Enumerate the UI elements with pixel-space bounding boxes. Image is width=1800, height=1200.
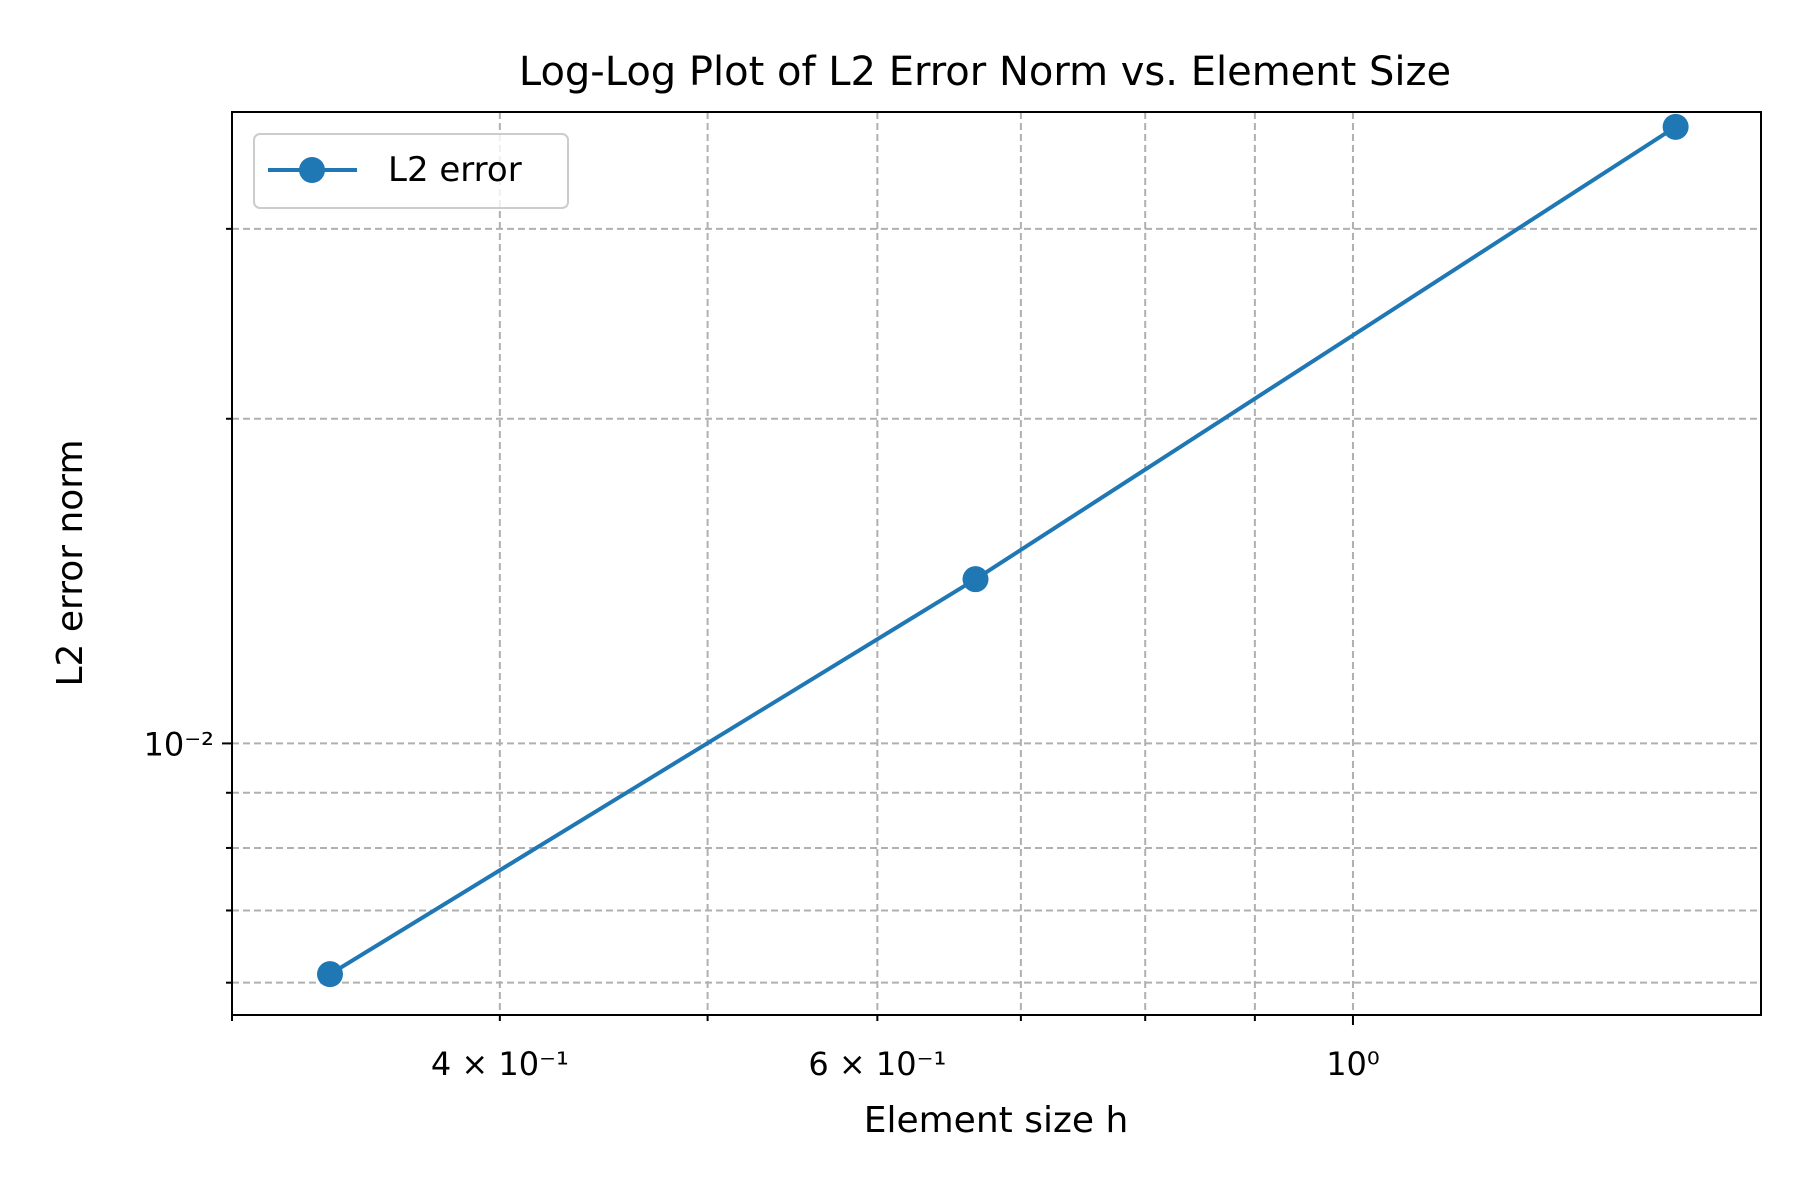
x-tick-label: 6 × 10⁻¹ [808,1045,946,1083]
data-point [962,566,989,593]
data-series [317,113,1689,988]
grid-lines [231,112,1761,1015]
y-tick-label: 10⁻² [144,725,214,763]
legend: L2 error [253,133,569,209]
x-tick-label: 4 × 10⁻¹ [431,1045,569,1083]
x-axis-label: Element size h [864,1100,1129,1141]
data-point [317,961,344,988]
x-tick-label: 10⁰ [1326,1045,1380,1083]
data-point [1662,113,1689,140]
legend-frame [253,133,569,209]
chart-title: Log-Log Plot of L2 Error Norm vs. Elemen… [519,49,1451,95]
y-axis-label: L2 error norm [50,439,91,686]
legend-marker-sample [299,157,325,183]
legend-label: L2 error [388,150,522,190]
plot-area-frame [231,111,1762,1016]
axis-ticks: 4 × 10⁻¹ 6 × 10⁻¹ 10⁰ 10⁻² [144,227,1380,1083]
